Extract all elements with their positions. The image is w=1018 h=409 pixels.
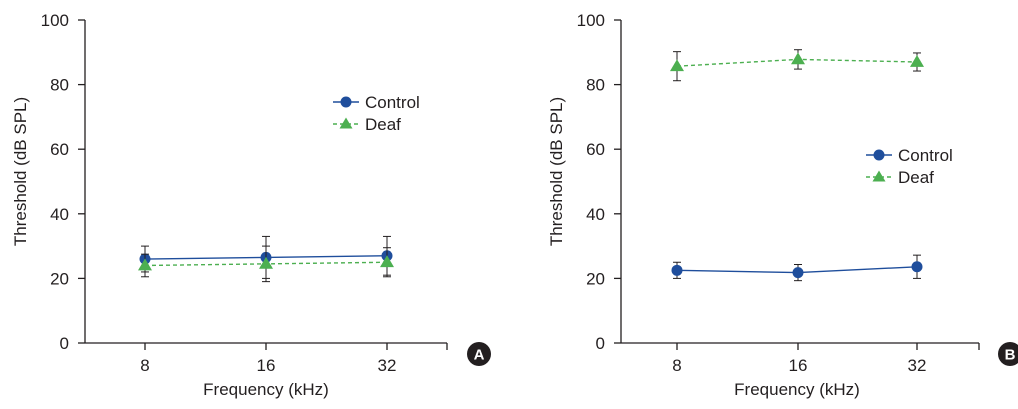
- x-axis-label: Frequency (kHz): [734, 380, 860, 399]
- series-deaf: [138, 245, 394, 283]
- y-tick-label: 80: [50, 76, 69, 95]
- x-tick-label: 32: [378, 356, 397, 375]
- y-tick-label: 40: [50, 205, 69, 224]
- x-tick-label: 8: [672, 356, 681, 375]
- legend-marker: [339, 117, 353, 129]
- legend-marker: [873, 149, 885, 161]
- legend-label: Deaf: [365, 115, 401, 134]
- y-tick-label: 0: [60, 334, 69, 353]
- legend-label: Deaf: [898, 168, 934, 187]
- legend-label: Control: [365, 93, 420, 112]
- x-tick-label: 32: [908, 356, 927, 375]
- legend-marker: [340, 96, 352, 108]
- y-tick-label: 80: [586, 76, 605, 95]
- y-tick-label: 60: [586, 140, 605, 159]
- y-tick-label: 100: [577, 11, 605, 30]
- series-control: [671, 254, 923, 282]
- y-tick-label: 60: [50, 140, 69, 159]
- legend: Control Deaf: [866, 146, 953, 187]
- data-point: [671, 264, 683, 276]
- y-tick-label: 100: [41, 11, 69, 30]
- data-point: [910, 54, 924, 67]
- data-point: [911, 261, 923, 273]
- x-tick-label: 8: [140, 356, 149, 375]
- y-axis-label: Threshold (dB SPL): [11, 97, 30, 246]
- panel-label-letter: A: [474, 347, 485, 364]
- y-tick-label: 0: [596, 334, 605, 353]
- x-tick-label: 16: [789, 356, 808, 375]
- y-tick-label: 20: [586, 269, 605, 288]
- panel-label-badge: B: [998, 342, 1018, 366]
- data-point: [792, 267, 804, 279]
- legend-label: Control: [898, 146, 953, 165]
- panel-label-circle: [467, 342, 491, 366]
- panel-label-badge: A: [467, 342, 491, 366]
- y-tick-label: 40: [586, 205, 605, 224]
- panel-label-circle: [998, 342, 1018, 366]
- y-tick-label: 20: [50, 269, 69, 288]
- chart-panel-a: 0 20 40 60 80 100 8 16 32 Frequency (kHz) Threshol…: [11, 11, 491, 399]
- chart-panel-b: 0 20 40 60 80 100 8 16 32 Frequency (kHz) Threshol…: [547, 11, 1018, 399]
- x-tick-label: 16: [257, 356, 276, 375]
- legend: Control Deaf: [333, 93, 420, 134]
- series-deaf: [670, 49, 924, 82]
- y-axis-label: Threshold (dB SPL): [547, 97, 566, 246]
- x-axis-label: Frequency (kHz): [203, 380, 329, 399]
- data-point: [791, 52, 805, 65]
- legend-marker: [872, 170, 886, 182]
- panel-label-letter: B: [1005, 347, 1016, 364]
- data-point: [259, 256, 273, 269]
- data-point: [380, 255, 394, 268]
- data-point: [138, 258, 152, 271]
- data-point: [670, 59, 684, 72]
